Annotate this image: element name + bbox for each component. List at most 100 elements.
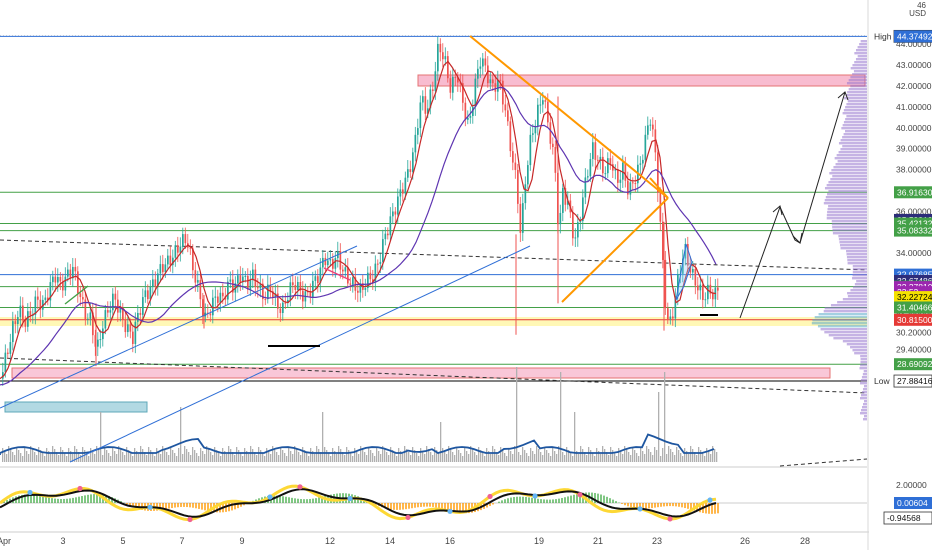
- candle-up: [352, 277, 354, 284]
- volume-bar: [518, 452, 519, 462]
- candle-down: [712, 294, 714, 300]
- volume-bar: [426, 446, 427, 462]
- volume-bar: [526, 453, 527, 462]
- candle-down: [510, 121, 512, 151]
- candle-up: [100, 339, 102, 340]
- volume-bar: [418, 456, 419, 462]
- oscillator-signal-dot: [637, 506, 642, 511]
- time-axis-label: Apr: [0, 536, 11, 546]
- profile-bar: [841, 247, 867, 249]
- candle-down: [115, 294, 117, 300]
- time-axis-label: 28: [800, 536, 810, 546]
- volume-bar: [670, 449, 671, 462]
- candle-up: [10, 342, 12, 354]
- price-badge-value: 31.40466: [897, 302, 932, 312]
- volume-bar: [532, 451, 533, 462]
- volume-bar: [2, 448, 3, 462]
- price-badge-value: 35.08332: [897, 226, 932, 236]
- osc-histogram-bar: [288, 497, 290, 503]
- volume-bar: [630, 455, 631, 462]
- volume-bar: [102, 455, 103, 462]
- volume-bar: [398, 448, 399, 462]
- candle-down: [350, 283, 352, 284]
- profile-bar: [850, 346, 867, 348]
- candle-up: [540, 105, 542, 106]
- candle-up: [212, 298, 214, 316]
- candle-up: [482, 58, 484, 66]
- profile-bar: [853, 274, 867, 276]
- osc-histogram-bar: [396, 503, 398, 510]
- volume-bar: [464, 448, 465, 462]
- candle-up: [527, 165, 529, 184]
- profile-bar: [835, 157, 867, 159]
- candle-up: [165, 264, 167, 272]
- candle-up: [405, 178, 407, 194]
- volume-bar: [474, 452, 475, 462]
- candle-down: [162, 264, 164, 272]
- candle-down: [347, 267, 349, 283]
- candle-up: [175, 245, 177, 257]
- volume-bar: [274, 449, 275, 462]
- osc-histogram-bar: [645, 503, 647, 509]
- volume-bar: [8, 446, 9, 462]
- osc-histogram-bar: [186, 503, 188, 507]
- candle-up: [12, 321, 14, 342]
- osc-histogram-bar: [612, 500, 614, 503]
- volume-bar: [292, 454, 293, 462]
- osc-histogram-bar: [603, 496, 605, 503]
- osc-histogram-bar: [609, 498, 611, 503]
- profile-bar: [860, 382, 867, 384]
- volume-bar: [612, 450, 613, 462]
- profile-bar: [842, 145, 867, 147]
- volume-bar: [38, 447, 39, 462]
- candle-down: [602, 157, 604, 173]
- candle-up: [252, 270, 254, 280]
- osc-histogram-bar: [534, 498, 536, 503]
- volume-bar: [394, 453, 395, 462]
- volume-bar: [460, 453, 461, 462]
- candle-up: [127, 324, 129, 332]
- profile-bar: [832, 229, 867, 231]
- profile-bar: [847, 259, 867, 261]
- volume-bar: [508, 448, 509, 462]
- profile-bar: [839, 241, 867, 243]
- osc-histogram-bar: [615, 501, 617, 503]
- profile-bar: [838, 160, 867, 162]
- profile-bar: [839, 151, 867, 153]
- volume-bar: [600, 454, 601, 462]
- volume-bar: [222, 448, 223, 462]
- volume-bar: [506, 456, 507, 462]
- osc-histogram-bar: [546, 500, 548, 503]
- candle-up: [105, 310, 107, 328]
- volume-bar: [410, 455, 411, 462]
- volume-bar: [656, 450, 657, 462]
- volume-bar: [132, 456, 133, 462]
- volume-bar: [458, 450, 459, 462]
- candle-up: [65, 277, 67, 291]
- volume-bar: [34, 452, 35, 462]
- volume-bar: [408, 452, 409, 462]
- profile-bar: [825, 199, 867, 201]
- volume-bar: [432, 455, 433, 462]
- price-axis-tick: 30.20000: [896, 328, 932, 338]
- price-axis-currency: USD: [909, 9, 926, 18]
- volume-bar: [84, 450, 85, 462]
- candle-down: [520, 204, 522, 233]
- osc-histogram-bar: [36, 495, 38, 503]
- volume-bar: [152, 453, 153, 462]
- profile-bar: [852, 73, 867, 75]
- profile-bar: [847, 91, 867, 93]
- osc-histogram-bar: [498, 502, 500, 503]
- profile-bar: [841, 139, 867, 141]
- osc-histogram-bar: [168, 503, 170, 509]
- volume-bar: [416, 453, 417, 462]
- profile-bar: [850, 289, 867, 291]
- profile-bar: [860, 397, 867, 399]
- volume-bar: [220, 456, 221, 462]
- volume-bar: [672, 452, 673, 462]
- candle-up: [290, 282, 292, 300]
- volume-bar: [424, 454, 425, 462]
- profile-bar: [847, 256, 867, 258]
- profile-bar: [863, 373, 867, 375]
